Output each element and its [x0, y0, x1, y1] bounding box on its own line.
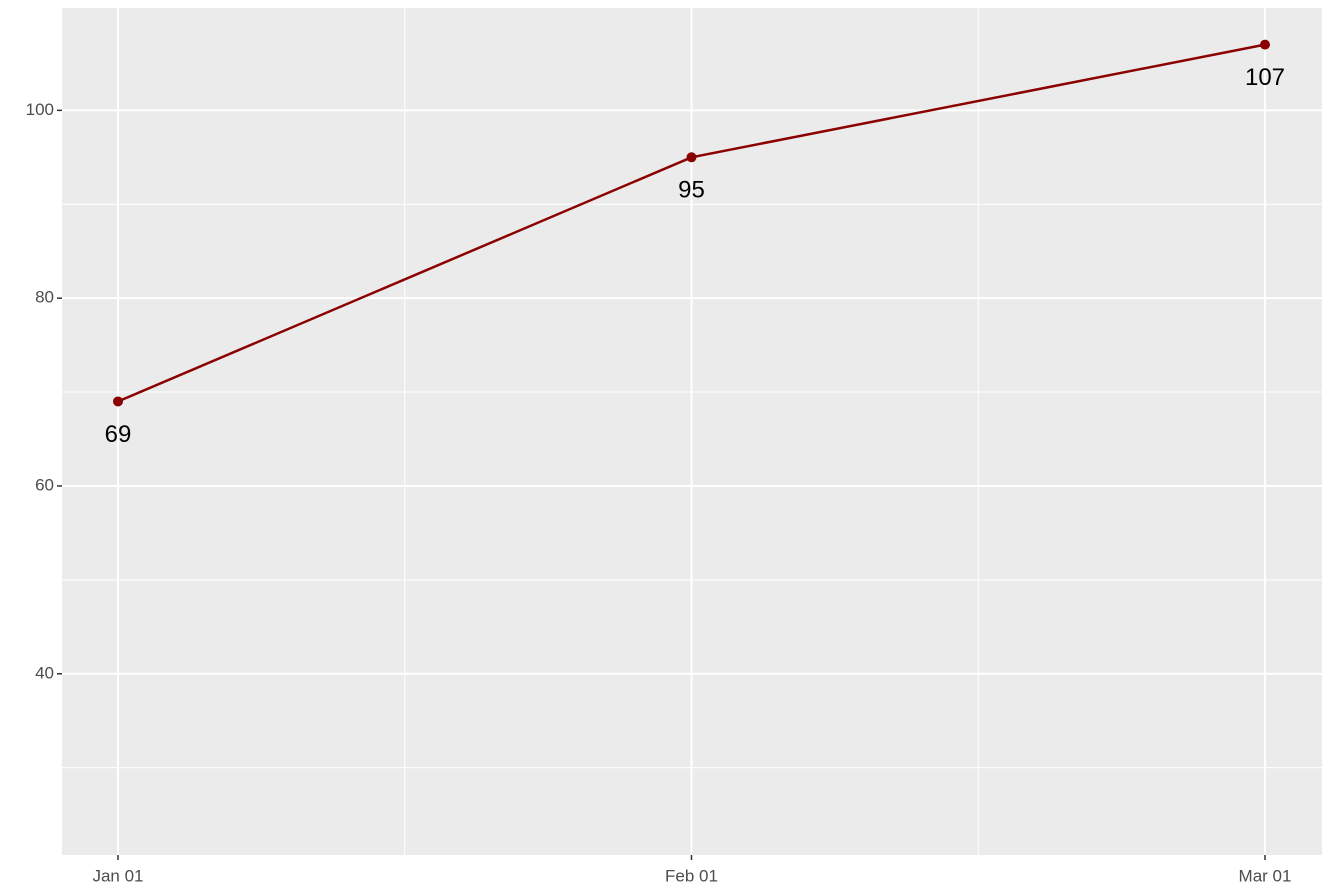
x-tick-label: Mar 01	[1239, 866, 1292, 885]
y-tick-label: 60	[35, 475, 54, 494]
y-tick-label: 80	[35, 288, 54, 307]
y-tick-label: 40	[35, 663, 54, 682]
x-tick-label: Feb 01	[665, 866, 718, 885]
point	[1260, 39, 1270, 50]
y-tick-label: 100	[26, 100, 54, 119]
value-label: 95	[678, 177, 705, 204]
value-label: 107	[1245, 64, 1285, 91]
x-tick-label: Jan 01	[92, 866, 143, 885]
point	[686, 152, 697, 163]
value-label: 69	[105, 421, 132, 448]
point	[113, 396, 123, 407]
